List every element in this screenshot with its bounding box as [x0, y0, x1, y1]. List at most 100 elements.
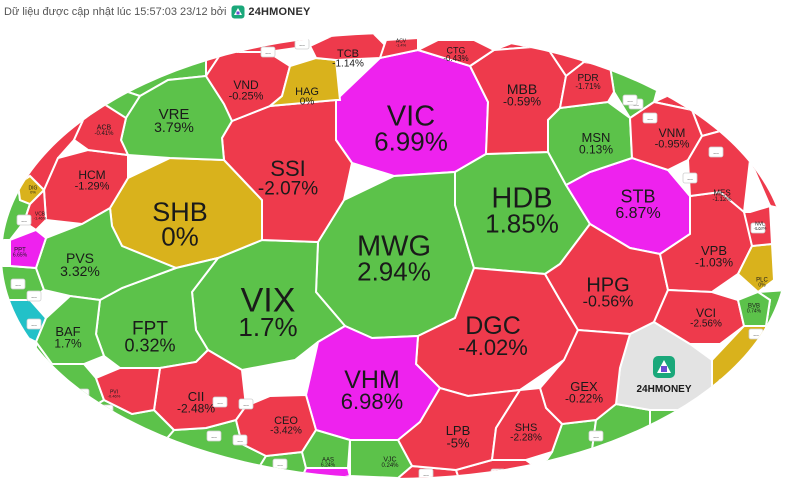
overflow-cell[interactable]: ...	[232, 434, 248, 446]
overflow-cell[interactable]: ...	[74, 388, 90, 400]
ticker-vre: VRE	[159, 106, 190, 123]
overflow-cell[interactable]: ...	[272, 458, 288, 470]
ticker-msn: MSN	[582, 130, 611, 145]
overflow-cell[interactable]: ...	[10, 278, 26, 290]
overflow-cell[interactable]: ...	[294, 38, 310, 50]
svg-text:...: ...	[265, 49, 271, 56]
ticker-vnd: VND	[233, 78, 259, 92]
svg-text:...: ...	[31, 293, 37, 300]
overflow-cell[interactable]: ...	[98, 404, 114, 416]
change-acb: -0.41%	[94, 131, 114, 137]
ticker-ctg: CTG	[447, 45, 466, 55]
change-vnm: -0.95%	[655, 138, 690, 150]
overflow-cell[interactable]: ...	[238, 398, 254, 410]
cell-acv[interactable]	[378, 36, 419, 60]
ticker-gex: GEX	[570, 379, 598, 394]
overflow-cell[interactable]: ...	[708, 146, 724, 158]
svg-text:...: ...	[647, 115, 653, 122]
change-vnd: -0.25%	[229, 90, 264, 102]
overflow-cell[interactable]: ...	[212, 396, 228, 408]
ticker-fpt: FPT	[132, 318, 168, 339]
ticker-cii: CII	[188, 389, 205, 404]
ticker-plc: PLC	[756, 278, 768, 284]
svg-text:...: ...	[211, 433, 217, 440]
svg-text:...: ...	[755, 225, 761, 232]
svg-text:...: ...	[79, 391, 85, 398]
change-acv: -1.4%	[396, 42, 407, 47]
ticker-ceo: CEO	[274, 415, 298, 427]
ticker-mbb: MBB	[507, 81, 537, 97]
overflow-cell[interactable]: ...	[206, 430, 222, 442]
change-hdb: 1.85%	[485, 208, 559, 238]
change-vci: -2.56%	[690, 319, 722, 330]
ticker-dgc: DGC	[465, 312, 521, 340]
change-pdr: -1.71%	[575, 82, 600, 91]
overflow-cell[interactable]: ...	[260, 46, 276, 58]
overflow-cell[interactable]: ...	[26, 290, 42, 302]
update-header: Dữ liệu được cập nhật lúc 15:57:03 23/12…	[4, 3, 311, 21]
change-lpb: -5%	[446, 435, 470, 450]
change-aas: 6.24%	[321, 462, 336, 468]
cell-pdr[interactable]	[558, 60, 616, 110]
svg-text:...: ...	[143, 437, 149, 444]
svg-text:...: ...	[423, 471, 429, 478]
overflow-cell[interactable]: ...	[748, 328, 764, 340]
change-shs: -2.28%	[510, 433, 542, 444]
svg-text:...: ...	[753, 331, 759, 338]
svg-text:...: ...	[277, 461, 283, 468]
svg-text:...: ...	[243, 401, 249, 408]
cell-hcm[interactable]	[42, 148, 129, 226]
overflow-cell[interactable]: ...	[642, 112, 658, 124]
change-vjc: 0.24%	[381, 463, 399, 469]
brand-link[interactable]: 24HMONEY	[231, 5, 310, 19]
ticker-nvl: NVL	[755, 222, 765, 228]
overflow-cell[interactable]: ...	[26, 318, 42, 330]
cell-pvs[interactable]	[34, 206, 179, 302]
logo-cell: 24HMONEY	[636, 356, 692, 395]
cell-vci[interactable]	[652, 288, 746, 345]
ticker-pvs: PVS	[66, 250, 94, 266]
change-plc: 0%	[758, 282, 766, 288]
cell-unlabeled[interactable]	[298, 467, 352, 482]
overflow-cell[interactable]: ...	[710, 396, 726, 408]
cell-vjc[interactable]	[349, 439, 414, 478]
ticker-pvi: PVI	[110, 390, 118, 396]
ticker-baf: BAF	[55, 324, 80, 339]
cell-shs[interactable]	[490, 386, 564, 461]
svg-text:...: ...	[31, 321, 37, 328]
brand-logo-icon	[231, 5, 245, 19]
cell-baf[interactable]	[34, 294, 106, 365]
ticker-vic: VIC	[387, 101, 435, 133]
cell-ctg[interactable]	[415, 39, 496, 68]
change-mes: -1.12%	[712, 197, 732, 203]
cell-hag[interactable]	[266, 56, 342, 108]
change-dgc: -4.02%	[458, 335, 528, 360]
ticker-vpb: VPB	[701, 243, 727, 258]
cell-bvb[interactable]	[736, 290, 772, 327]
overflow-cell[interactable]: ...	[588, 430, 604, 442]
overflow-cell[interactable]: ...	[682, 172, 698, 184]
change-vic: 6.99%	[374, 126, 448, 156]
change-vpb: -1.03%	[695, 255, 733, 269]
overflow-cell[interactable]: ...	[418, 468, 434, 479]
overflow-cell[interactable]: ...	[490, 468, 506, 479]
ticker-stb: STB	[620, 187, 655, 207]
svg-text:...: ...	[593, 433, 599, 440]
ticker-bvb: BVB	[748, 304, 760, 310]
overflow-cell[interactable]: ...	[138, 434, 154, 446]
cell-pvi[interactable]	[94, 367, 162, 416]
change-dig: 0%	[30, 189, 36, 194]
change-ctg: -0.43%	[443, 54, 468, 63]
svg-text:...: ...	[299, 41, 305, 48]
ticker-hcm: HCM	[78, 168, 105, 182]
overflow-cell[interactable]: ...	[622, 94, 638, 106]
svg-text:...: ...	[237, 437, 243, 444]
overflow-cell[interactable]: ...	[16, 214, 32, 226]
ticker-vnm: VNM	[659, 126, 686, 140]
ticker-vjc: VJC	[383, 456, 396, 463]
ticker-ppt: PPT	[14, 248, 26, 254]
overflow-cell[interactable]: ...	[750, 222, 766, 234]
cell-ppt[interactable]	[9, 228, 48, 270]
cell-dig[interactable]	[16, 174, 46, 206]
